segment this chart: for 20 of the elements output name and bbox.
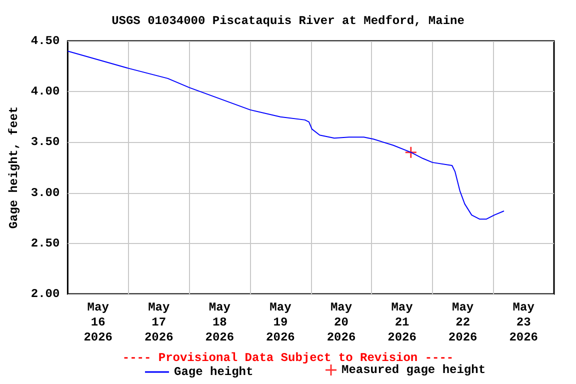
y-axis-title: Gage height, feet — [7, 106, 21, 229]
line-series — [67, 50, 504, 220]
x-tick-label: May 23 2026 — [509, 300, 538, 344]
y-tick-label: 2.50 — [30, 236, 60, 250]
y-tick-label: 3.00 — [30, 186, 60, 200]
x-tick-label: May 19 2026 — [266, 300, 295, 344]
legend-label: Gage height — [174, 365, 254, 379]
chart-title: USGS 01034000 Piscataquis River at Medford, Maine — [112, 14, 464, 28]
x-tick-label: May 20 2026 — [326, 300, 356, 344]
x-tick-label: May 18 2026 — [205, 300, 234, 344]
y-tick-label: 4.00 — [30, 84, 60, 99]
y-tick-label: 2.00 — [30, 287, 60, 301]
x-tick-label: May 17 2026 — [144, 300, 174, 344]
x-tick-label: May 21 2026 — [388, 300, 416, 344]
text: ---- Provisional Data Subject to Revision ---- — [122, 351, 454, 365]
y-tick-label: 4.50 — [30, 34, 60, 48]
x-tick-label: May 16 2026 — [84, 300, 113, 344]
y-tick-label: 3.50 — [30, 135, 60, 150]
legend-label: Measured gage height — [342, 363, 486, 377]
x-tick-label: May 22 2026 — [448, 300, 478, 344]
